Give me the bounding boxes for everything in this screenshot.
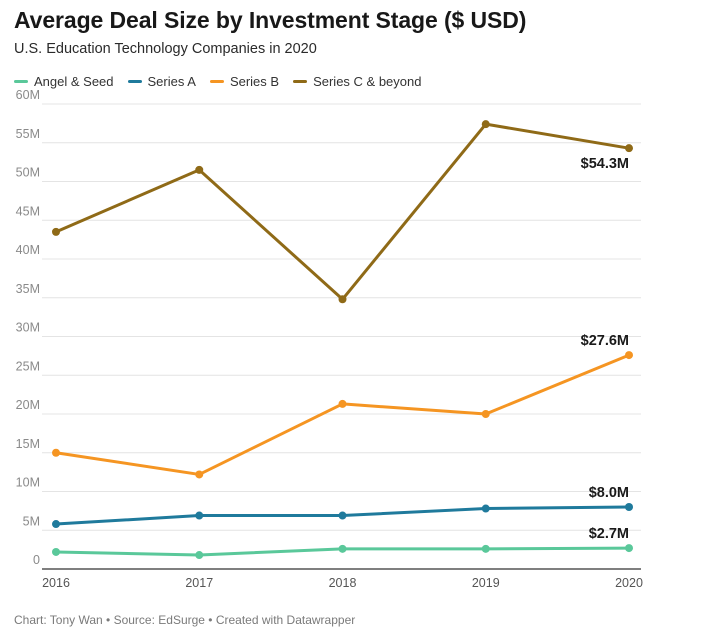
data-point	[195, 165, 204, 174]
data-point	[625, 144, 633, 153]
legend-item-series-c-beyond: Series C & beyond	[293, 74, 421, 89]
y-tick-label: 15M	[16, 437, 40, 451]
data-point	[195, 511, 204, 520]
data-point	[52, 547, 60, 556]
legend-item-series-a: Series A	[127, 74, 196, 89]
legend-label-series-c-beyond: Series C & beyond	[313, 74, 422, 89]
y-tick-label: 30M	[16, 321, 40, 335]
y-tick-label: 40M	[16, 243, 40, 257]
legend-item-angel-seed: Angel & Seed	[14, 74, 114, 89]
y-tick-label: 25M	[16, 359, 40, 373]
data-point	[52, 227, 60, 236]
x-tick-label: 2020	[615, 576, 643, 590]
data-point	[338, 295, 347, 304]
legend-label-series-b: Series B	[229, 74, 280, 89]
y-tick-label: 20M	[16, 398, 40, 412]
data-point	[195, 470, 204, 479]
data-point	[481, 504, 490, 513]
data-point	[625, 351, 633, 360]
legend-label-series-a: Series A	[147, 74, 196, 89]
end-value-label: $2.7M	[589, 526, 629, 542]
data-point	[481, 410, 490, 418]
legend-item-series-b: Series B	[209, 74, 280, 89]
y-tick-label: 5M	[23, 514, 40, 528]
data-point	[52, 520, 60, 529]
x-tick-label: 2019	[472, 576, 500, 590]
end-value-label: $8.0M	[589, 485, 629, 501]
end-value-label: $54.3M	[581, 156, 629, 172]
chart-footer: Chart: Tony Wan • Source: EdSurge • Crea…	[14, 613, 356, 627]
y-tick-label: 45M	[16, 204, 40, 218]
y-tick-label: 60M	[16, 88, 40, 102]
legend: Angel & Seed Series A Series B Series C …	[14, 74, 435, 89]
data-point	[338, 511, 347, 520]
data-point	[481, 120, 490, 129]
legend-swatch-series-a	[127, 80, 142, 83]
x-tick-label: 2018	[329, 576, 357, 590]
data-point	[625, 544, 633, 553]
data-point	[52, 448, 60, 457]
y-tick-label: 10M	[16, 476, 40, 490]
chart-subtitle: U.S. Education Technology Companies in 2…	[14, 41, 317, 57]
legend-swatch-series-b	[209, 80, 224, 83]
y-tick-label: 0	[33, 553, 40, 567]
chart-title: Average Deal Size by Investment Stage ($…	[14, 7, 527, 33]
data-point	[195, 551, 204, 560]
series-line	[54, 122, 631, 301]
x-tick-label: 2017	[185, 576, 213, 590]
legend-label-angel-seed: Angel & Seed	[34, 74, 114, 89]
data-point	[338, 399, 347, 408]
legend-swatch-series-c-beyond	[293, 80, 308, 83]
x-tick-label: 2016	[42, 576, 70, 590]
y-tick-label: 50M	[16, 166, 40, 180]
end-value-label: $27.6M	[581, 333, 629, 349]
data-point	[625, 503, 633, 511]
legend-swatch-angel-seed	[14, 80, 28, 83]
data-point	[338, 544, 347, 553]
data-point	[481, 544, 490, 553]
y-tick-label: 55M	[16, 127, 40, 141]
series-line	[54, 353, 631, 476]
y-tick-label: 35M	[16, 282, 40, 296]
